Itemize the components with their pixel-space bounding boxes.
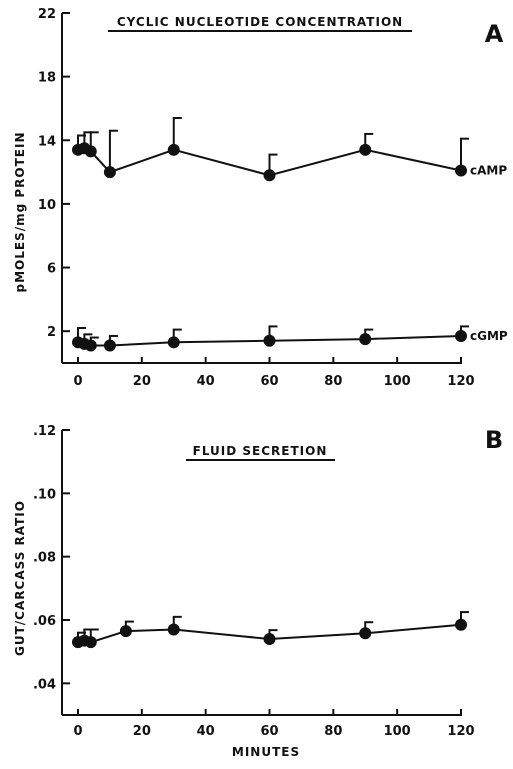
series-camp: cAMP [72, 117, 507, 182]
x-tick-label: 20 [133, 374, 151, 389]
panel-a-y-axis-label: pMOLES/mg PROTEIN [13, 132, 27, 293]
y-tick-label: .10 [33, 487, 56, 502]
data-point [263, 334, 276, 347]
data-point [455, 164, 467, 177]
series-label-cgmp: cGMP [470, 329, 508, 343]
data-point [455, 329, 467, 342]
data-point [167, 623, 180, 636]
y-tick-label: 14 [38, 134, 56, 149]
y-tick-label: 18 [38, 71, 56, 86]
x-tick-label: 120 [447, 374, 474, 389]
data-point [263, 169, 276, 182]
y-tick-label: 22 [38, 7, 56, 22]
x-tick-label: 120 [447, 724, 474, 739]
panel-b-title: FLUID SECRETION [193, 444, 328, 458]
data-point [455, 618, 467, 631]
x-tick-label: 100 [384, 724, 411, 739]
data-point [359, 627, 372, 640]
data-point [103, 166, 116, 179]
y-tick-label: .06 [33, 614, 56, 629]
data-point [103, 339, 116, 352]
x-tick-label: 80 [324, 724, 342, 739]
series-series-0 [72, 611, 469, 649]
x-tick-label: 40 [197, 724, 215, 739]
panel-b: .04 .06 .08 .10 .12 0 20 40 60 80 100 120 [33, 424, 475, 739]
y-tick-label: .04 [33, 677, 56, 692]
x-tick-label: 0 [73, 374, 82, 389]
data-point [84, 339, 97, 352]
data-point [119, 625, 132, 638]
panel-b-letter: B [485, 426, 503, 454]
panel-a-title: CYCLIC NUCLEOTIDE CONCENTRATION [117, 15, 403, 29]
chart-marks: 2 6 10 14 18 22 0 20 40 60 80 100 120 cAMP cGMP .04 .06.… [33, 7, 508, 739]
panel-b-y-axis-label: GUT/CARCASS RATIO [13, 500, 27, 656]
panel-a: 2 6 10 14 18 22 0 20 40 60 80 100 120 cAMP cGMP [38, 7, 508, 389]
y-tick-label: .08 [33, 551, 56, 566]
x-tick-label: 60 [260, 724, 278, 739]
y-tick-label: .12 [33, 424, 56, 439]
data-point [84, 636, 97, 649]
x-tick-label: 60 [260, 374, 278, 389]
data-point [84, 145, 97, 158]
x-tick-label: 20 [133, 724, 151, 739]
data-point [167, 336, 180, 349]
x-tick-label: 100 [384, 374, 411, 389]
x-tick-label: 80 [324, 374, 342, 389]
panel-b-x-axis-label: MINUTES [232, 745, 300, 759]
data-point [359, 143, 372, 156]
data-point [167, 143, 180, 156]
series-label-camp: cAMP [470, 164, 507, 178]
series-cgmp: cGMP [72, 325, 508, 352]
data-point [359, 333, 372, 346]
y-tick-label: 6 [47, 262, 56, 277]
panel-a-letter: A [485, 20, 504, 48]
x-tick-label: 40 [197, 374, 215, 389]
y-tick-label: 10 [38, 198, 56, 213]
y-tick-label: 2 [47, 325, 56, 340]
data-point [263, 633, 276, 645]
x-tick-label: 0 [73, 724, 82, 739]
